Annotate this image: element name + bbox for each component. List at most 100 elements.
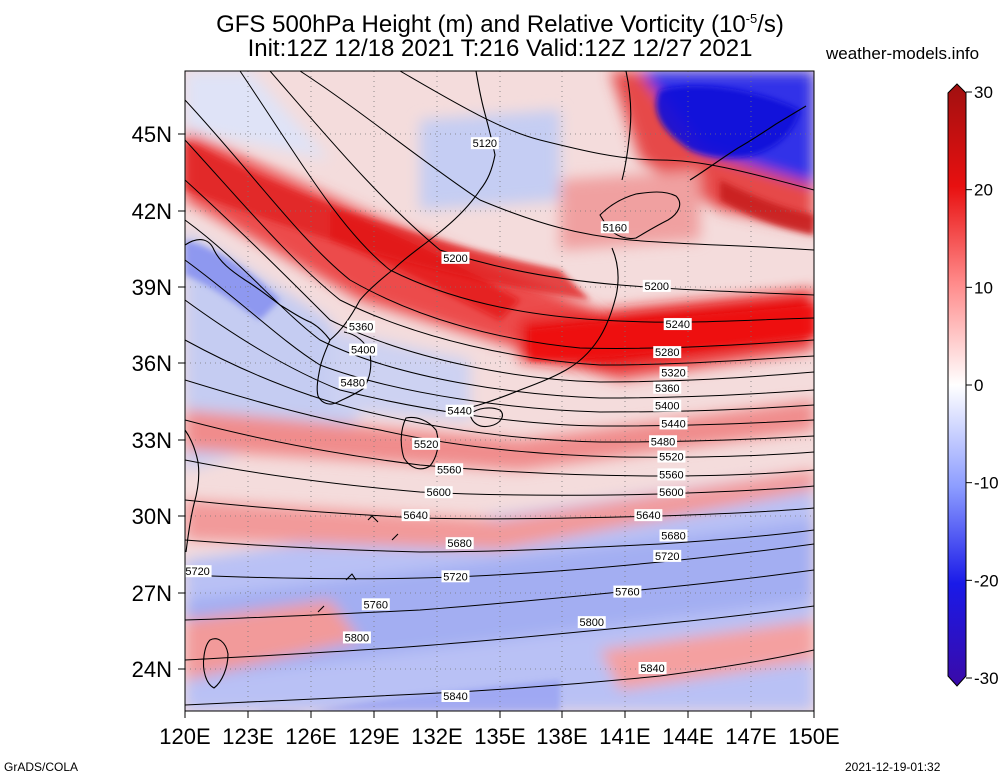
- contour-line: [185, 529, 814, 553]
- contour-labels: 5120 5160 5200 5200 5240 5280 5320 5360 5360 5400…: [183, 137, 692, 703]
- contour-label-bg: [653, 549, 682, 562]
- contour-label-bg: [349, 343, 378, 356]
- contour-label: 5720: [443, 571, 467, 583]
- lat-tick-label: 45N: [132, 122, 172, 147]
- contour-label: 5480: [651, 436, 675, 448]
- contour-label: 5800: [580, 617, 604, 629]
- contour-label: 5440: [447, 406, 471, 418]
- contour-label: 5760: [615, 587, 639, 599]
- contour-label-bg: [441, 570, 470, 583]
- coast-honshu: [445, 247, 619, 413]
- contour-label: 5600: [659, 487, 683, 499]
- contour-label-bg: [445, 404, 474, 417]
- contour-label: 5280: [655, 347, 679, 359]
- lon-tick-label: 147E: [725, 724, 776, 749]
- contour-label: 5320: [661, 367, 685, 379]
- contour-line: [299, 71, 814, 251]
- contour-label-bg: [441, 251, 470, 264]
- lat-tick-label: 36N: [132, 351, 172, 376]
- contour-label: 5120: [473, 138, 497, 150]
- contour-label: 5720: [655, 551, 679, 563]
- contour-line: [185, 499, 814, 520]
- contour-label: 5400: [351, 345, 375, 357]
- lat-tick-label: 24N: [132, 657, 172, 682]
- footer-timestamp: 2021-12-19-01:32: [845, 760, 941, 774]
- colorbar-tick-label: -10: [974, 474, 999, 493]
- contour-label-bg: [659, 417, 688, 430]
- chart-title: GFS 500hPa Height (m) and Relative Vorti…: [216, 11, 784, 38]
- lat-tick-label: 33N: [132, 428, 172, 453]
- contour-label: 5760: [364, 599, 388, 611]
- contour-label-bg: [657, 486, 686, 499]
- coastlines: [185, 71, 807, 689]
- colorbar-tick-label: 10: [974, 278, 993, 297]
- colorbar-tick-label: -30: [974, 669, 999, 688]
- lat-axis: 45N 42N 39N 36N 33N 30N 27N 24N: [132, 122, 185, 682]
- contour-label-bg: [659, 366, 688, 379]
- coast-ryukyu: [317, 515, 399, 613]
- lon-tick-label: 141E: [599, 724, 650, 749]
- contour-label-bg: [470, 137, 499, 150]
- contour-label-bg: [653, 381, 682, 394]
- contour-label: 5640: [636, 510, 660, 522]
- contour-label: 5560: [437, 464, 461, 476]
- coast-china-east: [185, 429, 200, 553]
- contour-label: 5680: [661, 531, 685, 543]
- footer-software: GrADS/COLA: [4, 760, 79, 774]
- contour-label-bg: [338, 376, 367, 389]
- contour-label-bg: [347, 320, 376, 333]
- contour-line: [185, 219, 814, 399]
- contour-label: 5520: [414, 439, 438, 451]
- contour-label-bg: [663, 318, 692, 331]
- contour-label: 5840: [443, 691, 467, 703]
- contour-label-bg: [634, 509, 663, 522]
- contour-label: 5560: [659, 469, 683, 481]
- contour-label-bg: [435, 463, 464, 476]
- colorbar-ticks: 30 20 10 0 -10 -20 -30: [966, 83, 999, 688]
- contour-label: 5200: [645, 281, 669, 293]
- contour-label: 5840: [640, 663, 664, 675]
- contour-label-bg: [401, 509, 430, 522]
- lon-tick-label: 129E: [348, 724, 399, 749]
- lat-tick-label: 42N: [132, 199, 172, 224]
- contour-label: 5360: [655, 383, 679, 395]
- contour-label: 5240: [665, 319, 689, 331]
- contour-line: [185, 459, 814, 496]
- vorticity-shading: [185, 71, 814, 711]
- contour-label: 5800: [345, 632, 369, 644]
- contour-label-bg: [342, 631, 371, 644]
- contour-line: [239, 71, 814, 323]
- contour-label-bg: [659, 529, 688, 542]
- site-credit: weather-models.info: [826, 44, 980, 63]
- contour-line: [185, 259, 814, 413]
- contour-label-bg: [600, 221, 629, 234]
- contour-line: [185, 419, 814, 477]
- contour-line: [185, 543, 814, 580]
- contour-label: 5680: [447, 538, 471, 550]
- contour-label: 5160: [603, 222, 627, 234]
- lon-tick-label: 132E: [411, 724, 462, 749]
- contour-label: 5360: [349, 322, 373, 334]
- contour-label-bg: [183, 565, 212, 578]
- lon-tick-label: 144E: [662, 724, 713, 749]
- contour-label-bg: [649, 435, 678, 448]
- lat-tick-label: 30N: [132, 504, 172, 529]
- contour-label-bg: [361, 598, 390, 611]
- contour-label: 5600: [426, 487, 450, 499]
- contour-label: 5480: [340, 378, 364, 390]
- contour-label-bg: [412, 437, 441, 450]
- contour-line: [185, 139, 814, 366]
- contour-label-bg: [653, 399, 682, 412]
- contour-label-bg: [638, 662, 667, 674]
- colorbar-tick-label: 20: [974, 181, 993, 200]
- lat-tick-label: 27N: [132, 581, 172, 606]
- coast-hokkaido: [599, 191, 681, 240]
- contour-label-bg: [577, 616, 606, 629]
- contour-label: 5520: [659, 452, 683, 464]
- chart-subtitle: Init:12Z 12/18 2021 T:216 Valid:12Z 12/2…: [247, 35, 753, 62]
- coast-mainland-asia: [185, 71, 496, 341]
- colorbar-tick-label: 0: [974, 376, 983, 395]
- coast-kurils: [689, 105, 807, 181]
- lat-tick-label: 39N: [132, 275, 172, 300]
